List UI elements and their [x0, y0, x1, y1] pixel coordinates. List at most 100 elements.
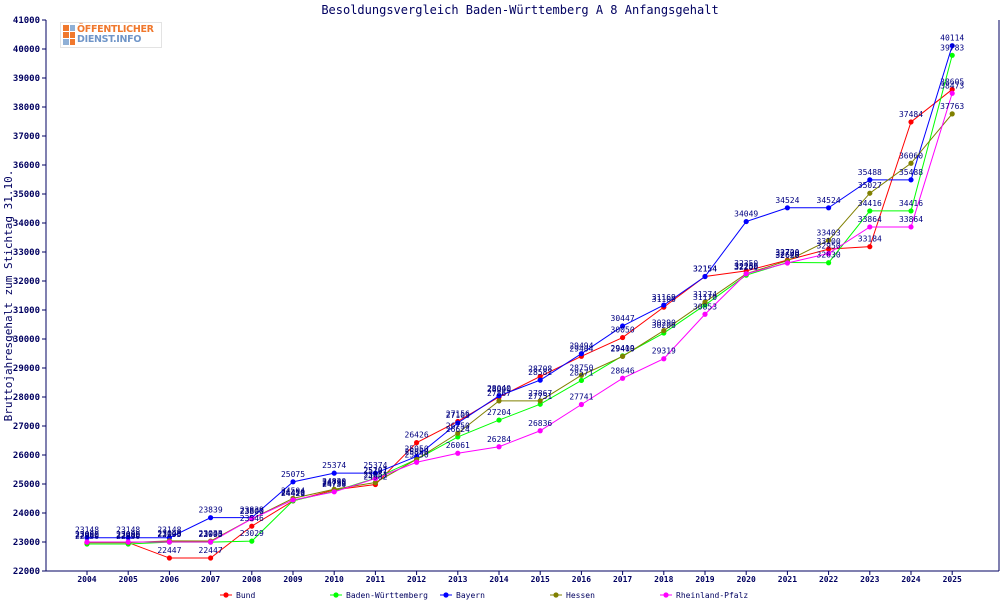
data-label: 25374 [322, 461, 346, 470]
data-point [84, 539, 90, 545]
legend-label: Hessen [566, 591, 595, 600]
data-point [867, 208, 873, 214]
y-tick-label: 41000 [13, 16, 40, 26]
logo-text-line1: ÖFFENTLICHER [77, 24, 154, 35]
data-label: 32620 [775, 251, 799, 260]
data-point [908, 224, 914, 230]
y-tick-label: 29000 [13, 364, 40, 374]
x-tick-label: 2007 [201, 575, 220, 584]
data-label: 23040 [157, 529, 181, 538]
y-tick-label: 40000 [13, 45, 40, 55]
logo-text-line2: DIENST.INFO [77, 34, 142, 45]
data-label: 23800 [240, 507, 264, 516]
data-label: 30206 [652, 321, 676, 330]
x-tick-label: 2013 [448, 575, 467, 584]
y-tick-label: 33000 [13, 248, 40, 258]
data-label: 22930 [116, 532, 140, 541]
data-label: 23839 [240, 506, 264, 515]
legend-marker [443, 592, 449, 598]
legend-marker [663, 592, 669, 598]
data-label: 33864 [858, 215, 882, 224]
data-point [496, 393, 502, 399]
data-point [455, 430, 461, 436]
x-tick-labels: 2004 2005 2006 2007 2008 2009 2010 2011 2012 2013… [77, 571, 962, 584]
data-label: 23839 [199, 506, 223, 515]
data-point [496, 444, 502, 450]
data-label: 34524 [775, 196, 799, 205]
data-label: 25187 [363, 467, 387, 476]
data-label: 24982 [363, 473, 387, 482]
data-label: 30290 [652, 319, 676, 328]
data-point [290, 497, 296, 503]
site-logo: ÖFFENTLICHER DIENST.INFO [60, 22, 162, 48]
data-point [249, 523, 255, 529]
data-label: 27741 [569, 393, 593, 402]
x-tick-label: 2017 [613, 575, 632, 584]
data-point [826, 205, 832, 211]
legend-label: Bayern [456, 591, 485, 600]
data-label: 37763 [940, 102, 964, 111]
data-point [208, 555, 214, 561]
data-point [578, 377, 585, 384]
data-label: 39783 [940, 43, 964, 52]
data-label: 37484 [899, 110, 923, 119]
data-point [908, 208, 914, 214]
data-point [661, 327, 667, 334]
data-label: 30447 [611, 314, 635, 323]
data-point [743, 218, 749, 225]
data-label: 32630 [817, 251, 841, 260]
data-point [784, 205, 791, 211]
x-tick-label: 2012 [407, 575, 426, 584]
data-label: 33184 [858, 235, 882, 244]
legend-label: Baden-Württemberg [346, 591, 428, 600]
data-point [249, 538, 255, 544]
data-label: 23000 [157, 530, 181, 539]
data-label: 32154 [693, 265, 717, 274]
series-line [87, 89, 953, 559]
data-label: 24730 [322, 480, 346, 489]
data-label: 22447 [157, 546, 181, 555]
data-label: 28750 [569, 363, 593, 372]
data-label: 27156 [446, 409, 470, 418]
data-label: 29494 [569, 342, 593, 351]
data-point [455, 420, 461, 426]
data-label: 32250 [734, 262, 758, 271]
data-label: 26061 [446, 441, 470, 450]
y-tick-label: 27000 [13, 422, 40, 432]
y-tick-labels: 22000 23000 24000 25000 26000 27000 28000 29000… [13, 16, 46, 577]
x-tick-label: 2011 [366, 575, 385, 584]
data-label: 27103 [446, 411, 470, 420]
y-tick-label: 26000 [13, 451, 40, 461]
data-point [208, 539, 214, 545]
y-tick-label: 31000 [13, 306, 40, 316]
y-tick-label: 24000 [13, 509, 40, 519]
data-label: 28000 [487, 385, 511, 394]
data-point [826, 260, 832, 266]
data-label: 34524 [817, 196, 841, 205]
y-tick-label: 38000 [13, 103, 40, 113]
data-label: 22930 [75, 532, 99, 541]
data-point [908, 160, 914, 166]
data-point [908, 177, 914, 183]
data-label: 31170 [693, 293, 717, 302]
data-point [743, 271, 749, 277]
data-point [784, 260, 791, 266]
data-label: 25374 [363, 461, 387, 470]
data-point [578, 351, 585, 357]
data-point [372, 475, 378, 482]
data-label: 36060 [899, 151, 923, 160]
series-layer [84, 43, 955, 561]
data-label: 26836 [528, 419, 552, 428]
data-label: 23148 [116, 526, 140, 535]
x-tick-label: 2016 [572, 575, 591, 584]
data-label: 32700 [775, 249, 799, 258]
data-point [372, 470, 378, 476]
data-label: 31274 [693, 290, 717, 299]
data-label: 27867 [528, 389, 552, 398]
data-label: 32154 [693, 265, 717, 274]
legend-label: Bund [236, 591, 255, 600]
data-label: 25950 [405, 444, 429, 453]
x-tick-label: 2006 [160, 575, 179, 584]
chart-title: Besoldungsvergleich Baden-Württemberg A … [321, 3, 718, 17]
